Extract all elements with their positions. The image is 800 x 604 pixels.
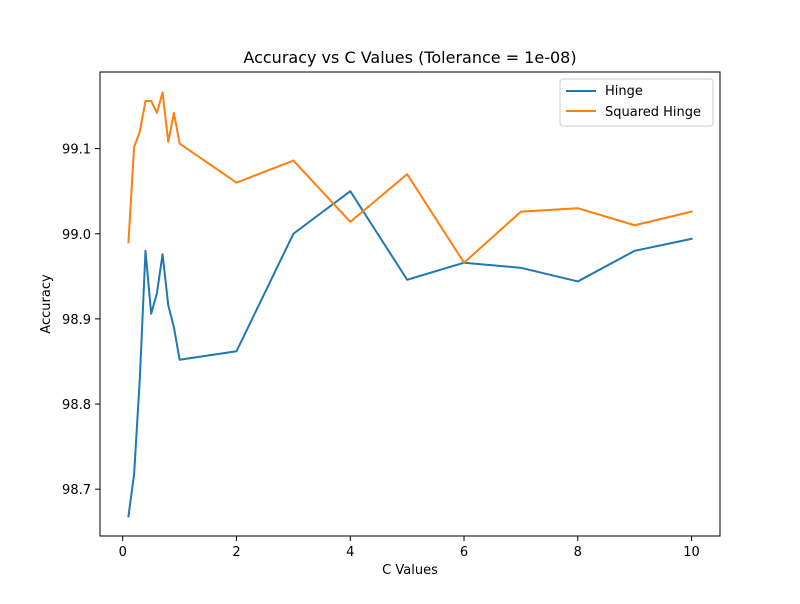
- x-tick-label: 8: [574, 545, 582, 560]
- plot-area: [99, 71, 721, 537]
- y-tick-label: 98.8: [62, 398, 91, 413]
- y-axis-label: Accuracy: [39, 274, 54, 334]
- legend-label-hinge: Hinge: [605, 84, 643, 99]
- series-line-hinge: [127, 190, 693, 518]
- x-tick-label: 6: [460, 545, 468, 560]
- x-tick-label: 0: [119, 545, 127, 560]
- y-tick-label: 99.1: [62, 143, 91, 158]
- y-tick-label: 98.9: [62, 313, 91, 328]
- x-tick-label: 2: [232, 545, 240, 560]
- x-axis: 0 2 4 6 8 10: [119, 536, 700, 560]
- y-axis: 98.7 98.8 98.9 99.0 99.1: [62, 143, 100, 498]
- legend: Hinge Squared Hinge: [559, 78, 714, 127]
- y-tick-label: 99.0: [62, 228, 91, 243]
- y-tick-label: 98.7: [62, 483, 91, 498]
- chart-title: Accuracy vs C Values (Tolerance = 1e-08): [243, 48, 576, 67]
- legend-box: [559, 78, 714, 127]
- x-tick-label: 4: [346, 545, 354, 560]
- legend-label-squared-hinge: Squared Hinge: [605, 105, 701, 120]
- x-axis-label: C Values: [382, 563, 438, 578]
- series-line-squared-hinge: [127, 91, 693, 264]
- x-tick-label: 10: [683, 545, 700, 560]
- series-lines: [127, 91, 693, 518]
